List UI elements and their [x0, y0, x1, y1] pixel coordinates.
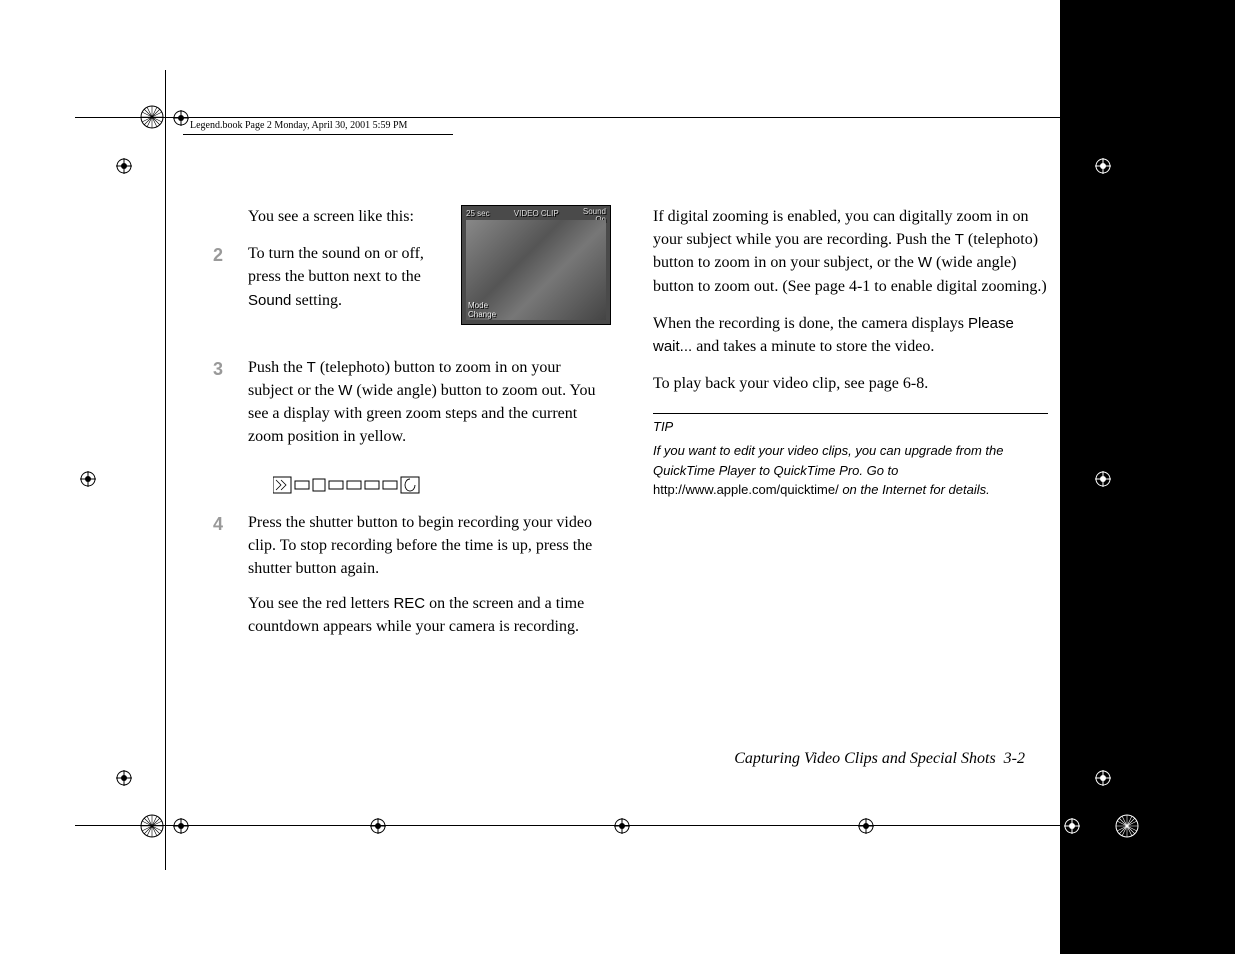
register-mark-icon — [116, 158, 132, 174]
register-mark-icon — [1064, 818, 1080, 834]
step-4-p2: You see the red letters REC on the scree… — [248, 592, 608, 638]
register-mark-icon — [614, 818, 630, 834]
register-mark-icon — [80, 471, 96, 487]
right-p1: If digital zooming is enabled, you can d… — [653, 205, 1048, 298]
page-footer: Capturing Video Clips and Special Shots … — [734, 750, 1025, 768]
step-3-text: Push the T (telephoto) button to zoom in… — [248, 356, 608, 449]
crop-rule-top — [75, 117, 1085, 118]
rosette-icon — [140, 814, 164, 838]
step-4: 4 Press the shutter button to begin reco… — [213, 511, 608, 651]
tip-label: TIP — [653, 418, 1048, 437]
right-p3: To play back your video clip, see page 6… — [653, 372, 1048, 395]
page-header-underline — [183, 134, 453, 135]
tip-body: If you want to edit your video clips, yo… — [653, 441, 1048, 500]
step-4-p1: Press the shutter button to begin record… — [248, 511, 608, 581]
register-mark-icon — [370, 818, 386, 834]
right-p2: When the recording is done, the camera d… — [653, 312, 1048, 358]
left-column: You see a screen like this: 25 sec VIDEO… — [213, 205, 608, 664]
rosette-icon — [1115, 105, 1139, 129]
step-2-text: To turn the sound on or off, press the b… — [248, 242, 448, 312]
page-header: Legend.book Page 2 Monday, April 30, 200… — [190, 120, 407, 131]
footer-page-number: 3-2 — [1004, 750, 1025, 767]
step-number: 4 — [213, 511, 248, 651]
register-mark-icon — [116, 770, 132, 786]
black-side-bar — [1060, 0, 1235, 954]
zoom-indicator-graphic — [273, 475, 608, 497]
crop-rule-bottom — [75, 825, 1085, 826]
step-number: 2 — [213, 242, 248, 324]
rosette-icon — [1115, 814, 1139, 838]
register-mark-icon — [173, 818, 189, 834]
rosette-icon — [140, 105, 164, 129]
step-number: 3 — [213, 356, 248, 461]
register-mark-icon — [173, 110, 189, 126]
crop-rule-left — [165, 70, 166, 870]
camera-screenshot: 25 sec VIDEO CLIP SoundOn ModeChange — [461, 205, 611, 325]
register-mark-icon — [1095, 770, 1111, 786]
step-3: 3 Push the T (telephoto) button to zoom … — [213, 356, 608, 461]
register-mark-icon — [858, 818, 874, 834]
footer-title: Capturing Video Clips and Special Shots — [734, 750, 995, 767]
tip-url: http://www.apple.com/quicktime/ — [653, 482, 839, 497]
screenshot-mode: ModeChange — [468, 302, 496, 320]
right-column: If digital zooming is enabled, you can d… — [653, 205, 1048, 500]
register-mark-icon — [1095, 471, 1111, 487]
tip-separator — [653, 413, 1048, 414]
register-mark-icon — [1064, 110, 1080, 126]
register-mark-icon — [1095, 158, 1111, 174]
